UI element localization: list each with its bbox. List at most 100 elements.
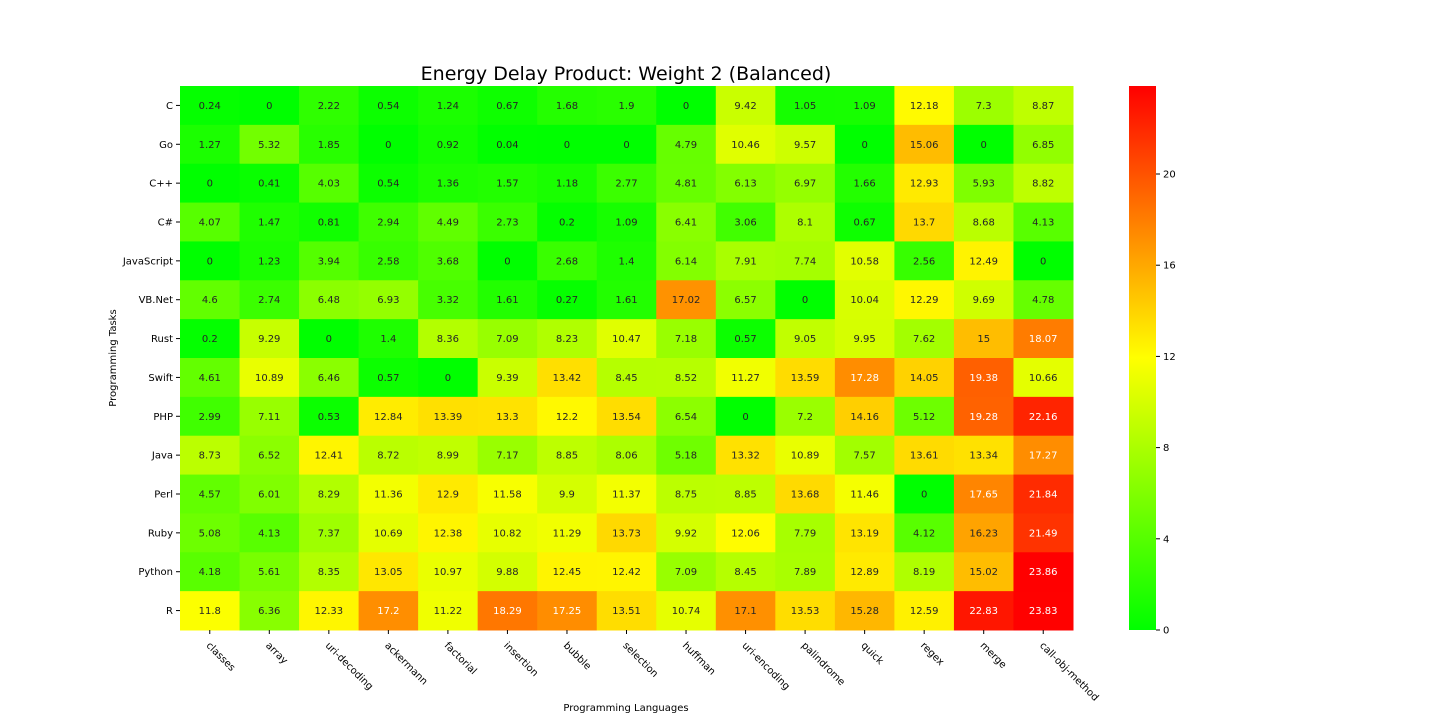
heatmap-cell (715, 241, 776, 281)
heatmap-cell (596, 591, 657, 631)
cell-value-label: 9.88 (496, 567, 518, 578)
cell-value-label: 6.01 (258, 490, 280, 501)
cell-value-label: 11.58 (493, 490, 522, 501)
colorbar-ticks: 0 4 8 12 16 20 (1156, 170, 1176, 637)
heatmap-cell (834, 163, 895, 204)
heatmap-cell (596, 163, 657, 204)
y-tick-label: C# (158, 218, 173, 229)
heatmap-cell (418, 435, 479, 476)
cell-value-label: 15.28 (850, 606, 879, 617)
heatmap-cell (596, 241, 657, 281)
heatmap-cell (656, 358, 717, 398)
cell-value-label: 4.6 (202, 295, 218, 306)
y-tick-label: Swift (148, 373, 173, 384)
cell-value-label: 5.12 (913, 412, 935, 423)
chart-title: Energy Delay Product: Weight 2 (Balanced… (421, 63, 832, 85)
x-tick-label: huffman (680, 640, 717, 677)
cell-value-label: 10.89 (791, 451, 820, 462)
heatmap-cell (656, 86, 717, 126)
heatmap-cell (299, 86, 360, 126)
heatmap-cell (834, 358, 895, 398)
cell-value-label: 8.85 (734, 490, 756, 501)
cell-value-label: 19.28 (969, 412, 998, 423)
cell-value-label: 5.32 (258, 140, 280, 151)
cell-value-label: 4.07 (199, 218, 221, 229)
heatmap-cell (537, 435, 598, 476)
cell-value-label: 13.7 (913, 218, 935, 229)
heatmap-cell (953, 241, 1014, 281)
cell-value-label: 6.57 (734, 295, 756, 306)
heatmap-cell (299, 202, 360, 242)
heatmap-cell (656, 124, 717, 165)
heatmap-cell (894, 552, 955, 592)
heatmap-cell (596, 474, 657, 514)
heatmap-cell (477, 202, 538, 242)
heatmap-cell (477, 435, 538, 476)
heatmap-cell (180, 513, 241, 553)
heatmap-cell (358, 86, 419, 126)
heatmap-cell (180, 474, 241, 514)
heatmap-cell (1013, 435, 1074, 476)
x-tick-label: classes (204, 640, 237, 673)
heatmap-cell (953, 163, 1014, 204)
heatmap-cell (1013, 591, 1074, 631)
x-tick-label: ackermann (382, 640, 429, 687)
cell-value-label: 6.14 (675, 256, 697, 267)
cell-value-label: 9.92 (675, 528, 697, 539)
y-tick-label: R (166, 606, 173, 617)
heatmap-cell (239, 513, 300, 553)
cell-value-label: 1.47 (258, 218, 280, 229)
heatmap-cell (1013, 358, 1074, 398)
cell-value-label: 3.32 (437, 295, 459, 306)
y-tick-label: PHP (153, 412, 173, 423)
cell-value-label: 8.35 (318, 567, 340, 578)
y-tick-label: C++ (149, 179, 173, 190)
heatmap-cell (1013, 513, 1074, 553)
cell-value-label: 6.41 (675, 218, 697, 229)
heatmap-cell (775, 358, 836, 398)
heatmap-cell (715, 513, 776, 553)
cell-value-label: 13.51 (612, 606, 641, 617)
cell-value-label: 22.16 (1029, 412, 1058, 423)
cell-value-label: 18.29 (493, 606, 522, 617)
heatmap-cell (239, 124, 300, 165)
cell-value-label: 21.49 (1029, 528, 1058, 539)
cell-value-label: 1.27 (199, 140, 221, 151)
cell-value-label: 12.49 (969, 256, 998, 267)
cell-value-label: 17.65 (969, 490, 998, 501)
cell-value-label: 0 (1040, 256, 1046, 267)
cell-value-label: 7.62 (913, 334, 935, 345)
cell-value-label: 0.24 (199, 101, 221, 112)
cell-value-label: 1.85 (318, 140, 340, 151)
cell-value-label: 17.27 (1029, 451, 1058, 462)
cell-value-label: 0 (802, 295, 808, 306)
cell-value-label: 2.68 (556, 256, 578, 267)
cell-value-label: 6.54 (675, 412, 697, 423)
cell-value-label: 0.2 (559, 218, 575, 229)
colorbar-tick-label: 8 (1163, 443, 1169, 454)
cell-value-label: 2.58 (377, 256, 399, 267)
cell-value-label: 12.18 (910, 101, 939, 112)
heatmap-cell (894, 163, 955, 204)
cell-value-label: 1.66 (854, 179, 876, 190)
cell-value-label: 7.17 (496, 451, 518, 462)
cell-value-label: 6.36 (258, 606, 280, 617)
heatmap-cell (477, 163, 538, 204)
heatmap-cell (894, 474, 955, 514)
heatmap-cell (834, 513, 895, 553)
cell-value-label: 7.79 (794, 528, 816, 539)
cell-value-label: 21.84 (1029, 490, 1058, 501)
heatmap-cell (596, 86, 657, 126)
heatmap-cell (299, 552, 360, 592)
x-tick-label: call-obj-method (1037, 640, 1100, 703)
heatmap-cell (715, 319, 776, 359)
heatmap-cell (715, 202, 776, 242)
cell-value-label: 0.81 (318, 218, 340, 229)
heatmap-cell (299, 241, 360, 281)
colorbar-tick-label: 12 (1163, 352, 1176, 363)
cell-value-label: 17.1 (734, 606, 756, 617)
heatmap-cell (953, 435, 1014, 476)
cell-value-label: 1.09 (615, 218, 637, 229)
heatmap-cell (418, 396, 479, 437)
cell-value-label: 2.22 (318, 101, 340, 112)
